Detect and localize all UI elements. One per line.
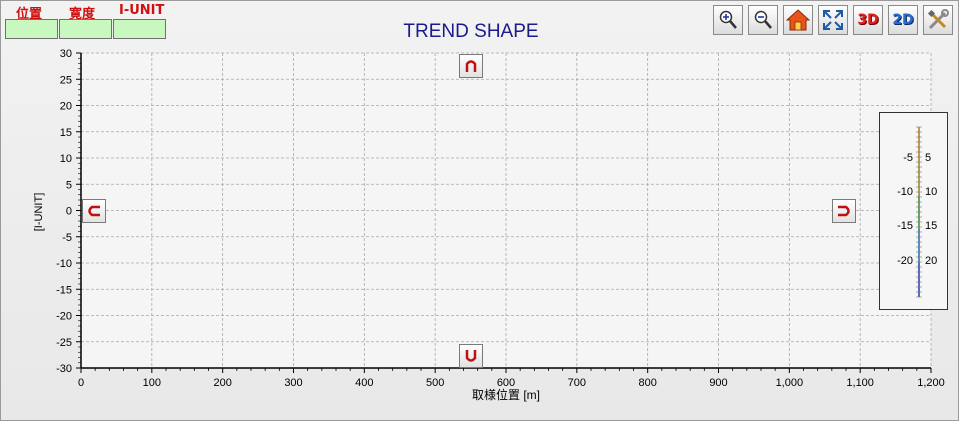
right-arrow-icon: [838, 205, 850, 217]
x-tick-label: 500: [426, 377, 444, 389]
y-tick-label: -5: [62, 232, 72, 244]
x-tick-label: 900: [709, 377, 727, 389]
zoom-out-icon: [754, 10, 772, 29]
color-scale-legend: -5 -10 -15 -20 5 10 15 20: [879, 112, 948, 310]
up-arrow-icon: [465, 60, 477, 72]
y-tick-label: 15: [60, 127, 72, 139]
color-scale-label-right: 20: [925, 255, 937, 267]
x-tick-label: 800: [638, 377, 656, 389]
unit-header: I-UNIT: [119, 3, 165, 18]
zoom-in-button[interactable]: [713, 5, 743, 35]
x-tick-label: 400: [355, 377, 373, 389]
color-scale-label-left: -5: [903, 152, 913, 164]
home-icon: [786, 9, 810, 31]
width-value-field[interactable]: [59, 19, 112, 39]
y-tick-label: 25: [60, 74, 72, 86]
y-tick-label: -20: [56, 311, 72, 323]
unit-value-field[interactable]: [113, 19, 166, 39]
color-scale-label-right: 10: [925, 186, 937, 198]
y-tick-label: 30: [60, 48, 72, 60]
y-tick-label: -25: [56, 337, 72, 349]
view-3d-button[interactable]: 3D: [853, 5, 883, 35]
x-tick-label: 0: [78, 377, 84, 389]
y-tick-label: 10: [60, 153, 72, 165]
fit-to-window-icon: [823, 10, 843, 30]
view-3d-label: 3D: [857, 12, 879, 28]
x-axis-label: 取様位置 [m]: [472, 387, 540, 402]
x-tick-label: 700: [568, 377, 586, 389]
color-scale-label-right: 15: [925, 220, 937, 232]
chart-title: TREND SHAPE: [403, 21, 539, 42]
position-header: 位置: [16, 7, 43, 22]
y-tick-label: 5: [66, 179, 72, 191]
left-arrow-icon: [88, 205, 100, 217]
y-tick-label: -30: [56, 363, 72, 375]
pan-up-button[interactable]: [459, 54, 483, 78]
fit-to-window-button[interactable]: [818, 5, 848, 35]
view-2d-label: 2D: [892, 12, 914, 28]
y-axis-label: [I-UNIT]: [33, 193, 45, 232]
color-scale: -5 -10 -15 -20 5 10 15 20: [897, 126, 937, 298]
pan-left-button[interactable]: [82, 199, 106, 223]
color-scale-label-left: -15: [897, 220, 913, 232]
y-tick-label: 0: [66, 206, 72, 218]
x-tick-label: 300: [284, 377, 302, 389]
pan-right-button[interactable]: [832, 199, 856, 223]
x-tick-label: 100: [143, 377, 161, 389]
home-button[interactable]: [783, 5, 813, 35]
pan-down-button[interactable]: [459, 344, 483, 368]
y-tick-label: 20: [60, 101, 72, 113]
color-scale-label-right: 5: [925, 152, 931, 164]
settings-tools-icon: [927, 9, 949, 30]
color-scale-label-left: -10: [897, 186, 913, 198]
view-2d-button[interactable]: 2D: [888, 5, 918, 35]
position-value-field[interactable]: [5, 19, 58, 39]
zoom-out-button[interactable]: [748, 5, 778, 35]
settings-button[interactable]: [923, 5, 953, 35]
y-tick-label: -10: [56, 258, 72, 270]
color-scale-label-left: -20: [897, 255, 913, 267]
down-arrow-icon: [465, 350, 477, 362]
x-tick-label: 1,000: [776, 377, 804, 389]
zoom-in-icon: [719, 10, 737, 29]
x-tick-label: 600: [497, 377, 515, 389]
width-header: 寛度: [69, 7, 96, 22]
x-tick-label: 200: [213, 377, 231, 389]
y-tick-label: -15: [56, 284, 72, 296]
x-tick-label: 1,100: [846, 377, 874, 389]
x-tick-label: 1,200: [917, 377, 945, 389]
